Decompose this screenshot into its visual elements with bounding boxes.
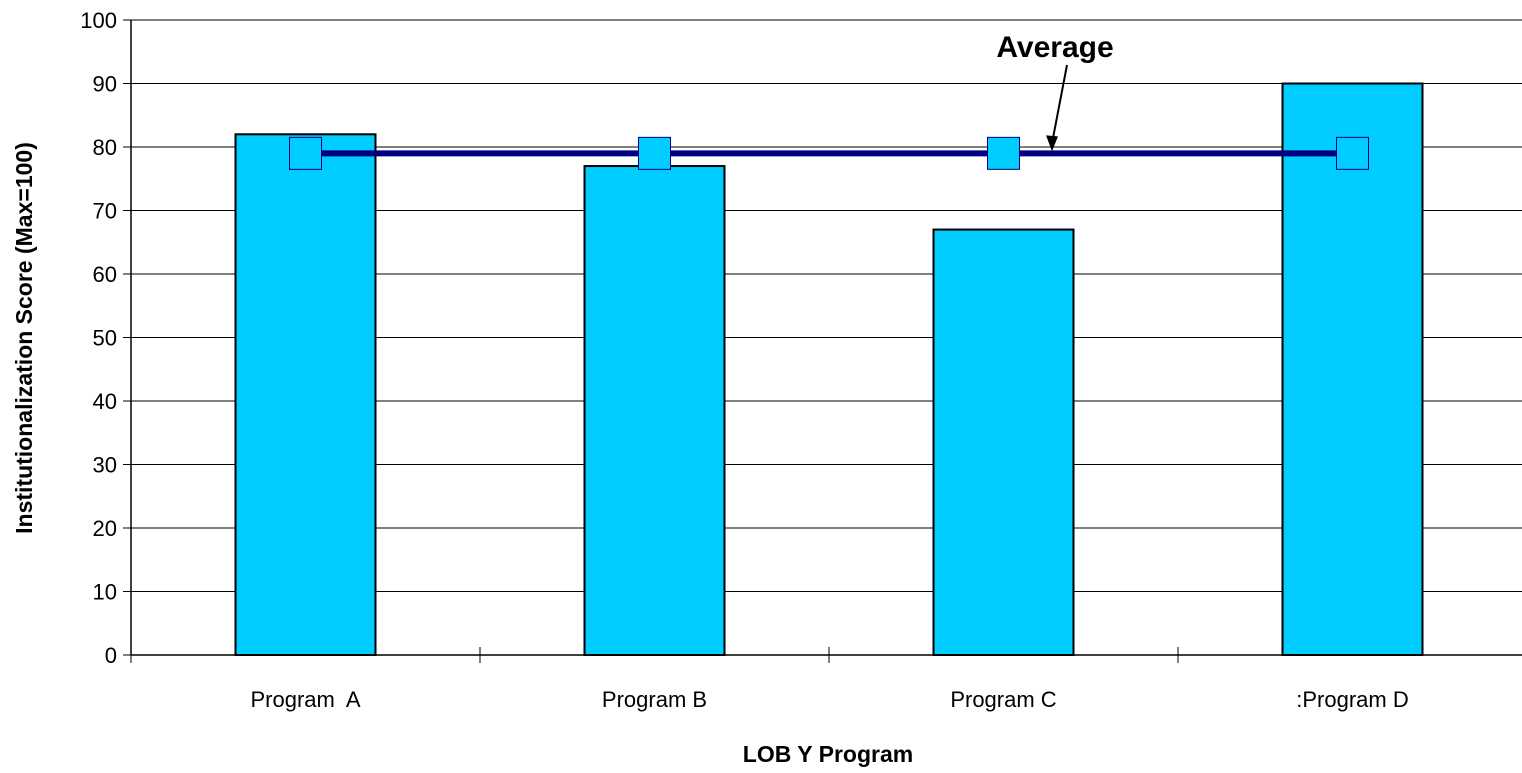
x-tick-label: :Program D — [1296, 687, 1408, 712]
axes — [123, 19, 1522, 663]
y-tick-label: 20 — [93, 516, 117, 541]
average-annotation: Average — [996, 31, 1113, 64]
annotation-arrowhead — [1046, 135, 1058, 152]
bar — [1281, 82, 1424, 656]
x-tick-label: Program C — [950, 687, 1056, 712]
y-axis-title: Institutionalization Score (Max=100) — [11, 142, 37, 534]
average-series: Average — [289, 31, 1369, 170]
average-marker — [289, 136, 322, 170]
y-tick-label: 30 — [93, 453, 117, 478]
bar — [583, 165, 726, 657]
y-tick-label: 60 — [93, 262, 117, 287]
x-tick-label: Program A — [250, 687, 360, 712]
y-tick-label: 10 — [93, 580, 117, 605]
y-tick-label: 80 — [93, 135, 117, 160]
x-axis-title: LOB Y Program — [743, 741, 913, 767]
y-tick-label: 100 — [80, 8, 117, 33]
average-marker — [987, 136, 1020, 170]
bars — [234, 82, 1424, 657]
tick-labels: 0 10 20 30 40 50 60 70 80 90 100 Program A Program B… — [80, 8, 1408, 712]
y-tick-label: 50 — [93, 326, 117, 351]
y-tick-label: 90 — [93, 72, 117, 97]
bar — [234, 133, 377, 657]
annotation-arrow — [1051, 64, 1068, 144]
average-marker — [638, 136, 671, 170]
y-tick-label: 40 — [93, 389, 117, 414]
bar — [932, 228, 1075, 657]
x-tick-label: Program B — [602, 687, 707, 712]
average-marker — [1336, 136, 1369, 170]
y-tick-label: 70 — [93, 199, 117, 224]
y-tick-label: 0 — [105, 643, 117, 668]
